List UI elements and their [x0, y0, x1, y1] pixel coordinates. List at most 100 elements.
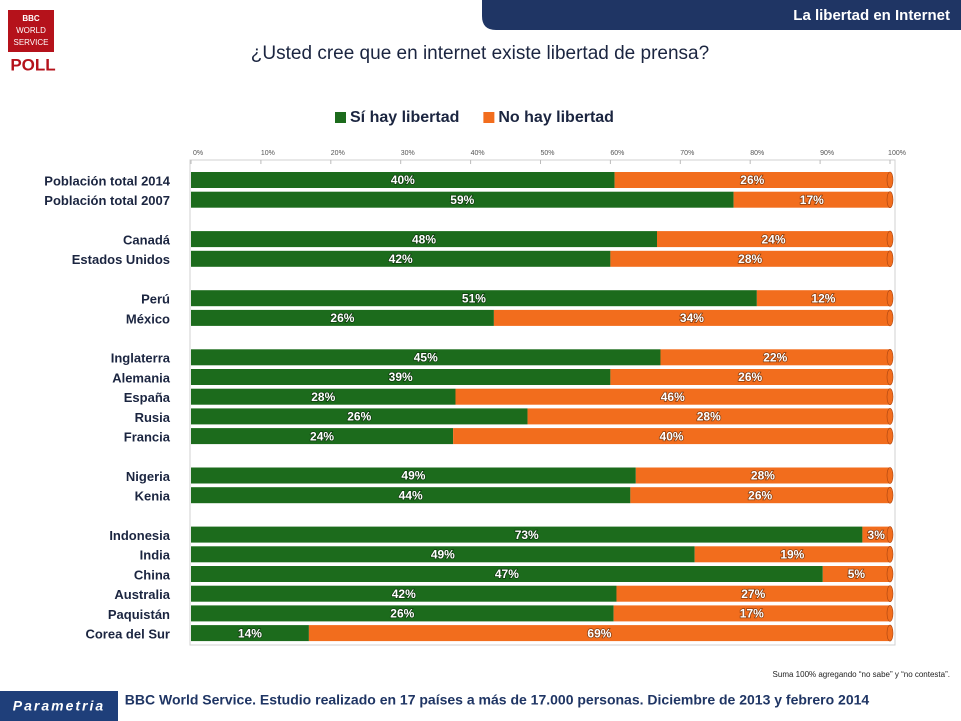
legend-label: Sí hay libertad — [350, 109, 459, 126]
bar-segment — [610, 369, 890, 385]
bar-end — [886, 388, 894, 406]
value-label: 49% — [401, 469, 425, 483]
y-tick-label: Rusia — [135, 410, 171, 425]
brand-box — [0, 691, 118, 721]
bar-segment — [308, 625, 890, 642]
value-label: 44% — [399, 488, 423, 502]
value-label: 24% — [310, 429, 334, 443]
value-label: 59% — [450, 193, 474, 207]
legend-label: No hay libertad — [498, 109, 614, 126]
bar-segment — [191, 309, 494, 326]
bar-segment — [660, 349, 890, 366]
bar-segment — [493, 309, 890, 326]
bar-segment — [191, 388, 456, 405]
bar-segment — [822, 566, 890, 582]
value-label: 26% — [390, 607, 414, 621]
value-label: 34% — [680, 311, 704, 325]
value-label: 28% — [738, 252, 762, 266]
bar-segment — [191, 349, 661, 366]
header-title: La libertad en Internet — [793, 7, 950, 24]
logo-text: BBC — [22, 14, 40, 23]
y-tick-label: Australia — [114, 587, 170, 602]
bar-end — [886, 545, 894, 563]
value-label: 27% — [741, 587, 765, 601]
bar-end — [886, 585, 894, 603]
bar-segment — [733, 191, 890, 208]
bar-segment — [191, 467, 636, 484]
bar-end — [886, 486, 894, 504]
bar-segment — [191, 231, 657, 248]
bar-end — [886, 408, 894, 425]
value-label: 48% — [412, 232, 436, 246]
value-label: 26% — [740, 173, 764, 187]
y-tick-label: Perú — [141, 292, 170, 307]
y-tick-label: Población total 2014 — [44, 173, 170, 188]
footnote: Suma 100% agregando “no sabe” y “no cont… — [773, 670, 950, 679]
bar-segment — [191, 585, 617, 602]
y-tick-label: Corea del Sur — [85, 627, 170, 642]
legend-swatch — [483, 112, 495, 123]
x-tick-label: 80% — [750, 150, 764, 157]
value-label: 51% — [462, 291, 486, 305]
bar-end — [886, 526, 894, 543]
bar-segment — [191, 526, 863, 543]
value-label: 14% — [238, 626, 262, 640]
bar-segment — [616, 585, 890, 602]
y-tick-label: Indonesia — [109, 528, 170, 543]
x-tick-label: 40% — [471, 150, 485, 157]
value-label: 26% — [748, 488, 772, 502]
y-tick-label: Nigeria — [126, 469, 171, 484]
y-tick-label: Alemania — [112, 370, 171, 385]
x-tick-label: 0% — [193, 150, 203, 157]
bar-segment — [862, 526, 890, 543]
bar-segment — [694, 546, 890, 563]
value-label: 28% — [697, 410, 721, 424]
bar-end — [886, 467, 894, 484]
bar-segment — [610, 250, 890, 267]
y-tick-label: Estados Unidos — [72, 252, 170, 267]
bar-segment — [630, 487, 890, 504]
bar-segment — [657, 231, 890, 248]
value-label: 19% — [780, 547, 804, 561]
value-label: 17% — [800, 193, 824, 207]
y-tick-label: España — [124, 390, 171, 405]
y-tick-label: Población total 2007 — [44, 193, 170, 208]
bar-end — [886, 624, 894, 642]
bar-end — [886, 565, 894, 583]
bar-segment — [191, 428, 454, 445]
bar-segment — [614, 172, 890, 188]
x-tick-label: 60% — [610, 150, 624, 157]
value-label: 28% — [751, 469, 775, 483]
bar-segment — [191, 369, 611, 385]
bar-end — [886, 368, 894, 386]
logo-poll: POLL — [10, 55, 55, 74]
bar-segment — [191, 172, 615, 188]
bar-end — [886, 605, 894, 622]
logo-box — [8, 10, 54, 52]
bar-segment — [635, 467, 890, 484]
x-tick-label: 100% — [888, 150, 906, 157]
value-label: 26% — [347, 410, 371, 424]
value-label: 42% — [389, 252, 413, 266]
value-label: 28% — [311, 390, 335, 404]
y-tick-label: México — [126, 311, 170, 326]
y-tick-label: India — [140, 548, 171, 563]
bar-end — [886, 250, 894, 268]
chart-title: ¿Usted cree que en internet existe liber… — [251, 43, 709, 64]
y-tick-label: Kenia — [135, 489, 171, 504]
bar-segment — [191, 191, 734, 208]
y-tick-label: Paquistán — [108, 607, 170, 622]
value-label: 40% — [391, 173, 415, 187]
bar-segment — [191, 605, 614, 622]
value-label: 22% — [763, 350, 787, 364]
x-tick-label: 50% — [540, 150, 554, 157]
value-label: 47% — [495, 567, 519, 581]
x-tick-label: 10% — [261, 150, 275, 157]
bar-end — [886, 171, 894, 189]
bar-segment — [613, 605, 890, 622]
bar-segment — [191, 250, 611, 267]
value-label: 40% — [660, 429, 684, 443]
footer: BBC World Service. Estudio realizado en … — [125, 692, 870, 708]
bar-segment — [527, 408, 890, 425]
bar-end — [886, 348, 894, 366]
